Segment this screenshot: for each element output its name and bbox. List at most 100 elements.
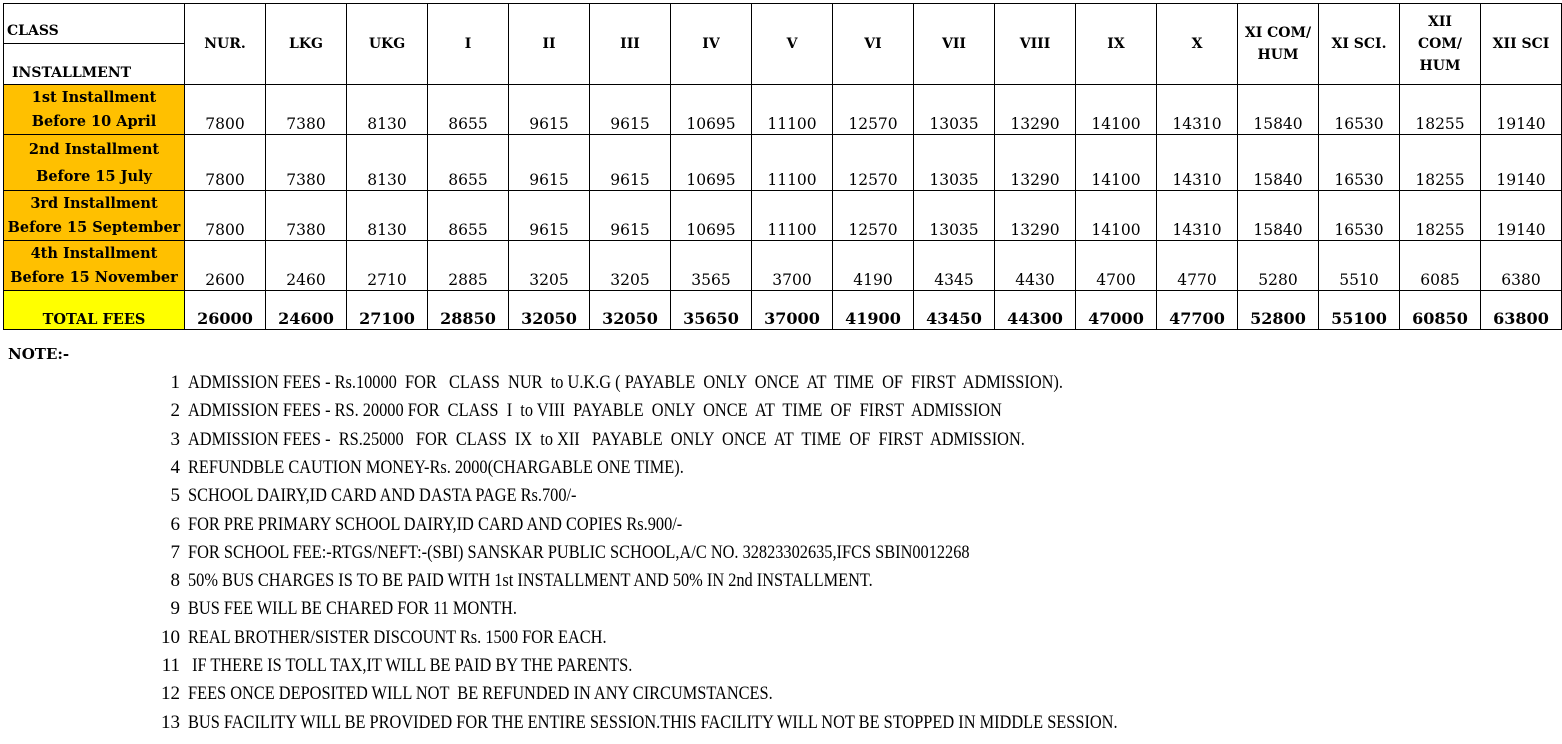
note-number: 11 bbox=[161, 655, 180, 676]
fee-cell: 16530 bbox=[1318, 134, 1400, 191]
installment-deadline: Before 15 July bbox=[36, 168, 152, 185]
total-fee-cell: 52800 bbox=[1237, 290, 1319, 330]
note-number: 7 bbox=[170, 541, 181, 563]
fee-cell: 12570 bbox=[832, 190, 914, 241]
column-header: VIII bbox=[994, 3, 1076, 85]
note-text: ADMISSION FEES - RS. 20000 FOR CLASS I t… bbox=[188, 400, 1002, 422]
fee-cell: 14310 bbox=[1156, 84, 1238, 135]
installment-row: 4th Installment Before 15 November 2600 246… bbox=[3, 240, 1562, 291]
fee-cell: 7800 bbox=[184, 84, 266, 135]
fee-cell: 12570 bbox=[832, 134, 914, 191]
fee-cell: 8130 bbox=[346, 190, 428, 241]
note-text: REFUNDBLE CAUTION MONEY-Rs. 2000(CHARGAB… bbox=[188, 456, 684, 478]
note-number: 2 bbox=[170, 400, 181, 422]
note-text: FEES ONCE DEPOSITED WILL NOT BE REFUNDED… bbox=[188, 683, 773, 705]
installment-label: INSTALLMENT bbox=[12, 65, 132, 81]
class-label: CLASS bbox=[7, 23, 59, 39]
fee-cell: 14310 bbox=[1156, 190, 1238, 241]
fee-cell: 15840 bbox=[1237, 134, 1319, 191]
fee-cell: 7380 bbox=[265, 84, 347, 135]
note-item: 9 BUS FEE WILL BE CHARED FOR 11 MONTH. bbox=[0, 598, 1500, 626]
fee-cell: 13290 bbox=[994, 134, 1076, 191]
fee-cell: 4190 bbox=[832, 240, 914, 291]
total-fee-cell: 26000 bbox=[184, 290, 266, 330]
fee-cell: 2885 bbox=[427, 240, 509, 291]
note-heading: NOTE:- bbox=[8, 345, 70, 363]
total-fee-cell: 41900 bbox=[832, 290, 914, 330]
fee-cell: 13035 bbox=[913, 84, 995, 135]
fee-cell: 18255 bbox=[1399, 134, 1481, 191]
note-item: 4 REFUNDBLE CAUTION MONEY-Rs. 2000(CHARGA… bbox=[0, 457, 1500, 485]
installment-label-cell: 1st Installment Before 10 April bbox=[3, 84, 185, 135]
column-header: UKG bbox=[346, 3, 428, 85]
fee-cell: 4700 bbox=[1075, 240, 1157, 291]
note-item: 3 ADMISSION FEES - RS.25000 FOR CLASS IX … bbox=[0, 429, 1500, 457]
note-item: 11 IF THERE IS TOLL TAX,IT WILL BE PAID … bbox=[0, 655, 1500, 683]
total-label: TOTAL FEES bbox=[3, 290, 185, 330]
column-header: I bbox=[427, 3, 509, 85]
installment-label-cell: 2nd Installment Before 15 July bbox=[3, 134, 185, 191]
note-item: 13 BUS FACILITY WILL BE PROVIDED FOR THE … bbox=[0, 712, 1500, 740]
fee-cell: 14100 bbox=[1075, 134, 1157, 191]
fee-cell: 11100 bbox=[751, 190, 833, 241]
fee-cell: 4770 bbox=[1156, 240, 1238, 291]
column-header: IX bbox=[1075, 3, 1157, 85]
fee-cell: 4345 bbox=[913, 240, 995, 291]
column-header: NUR. bbox=[184, 3, 266, 85]
note-number: 12 bbox=[161, 683, 180, 705]
column-header: V bbox=[751, 3, 833, 85]
fee-cell: 8655 bbox=[427, 84, 509, 135]
fee-cell: 15840 bbox=[1237, 84, 1319, 135]
fee-cell: 10695 bbox=[670, 190, 752, 241]
note-item: 10 REAL BROTHER/SISTER DISCOUNT Rs. 1500 … bbox=[0, 627, 1500, 655]
fee-cell: 7800 bbox=[184, 190, 266, 241]
note-number: 3 bbox=[170, 428, 181, 450]
fee-cell: 9615 bbox=[508, 134, 590, 191]
installment-name: 4th Installment bbox=[30, 245, 158, 262]
fee-cell: 19140 bbox=[1480, 84, 1562, 135]
fee-cell: 5280 bbox=[1237, 240, 1319, 291]
fee-cell: 2460 bbox=[265, 240, 347, 291]
fee-cell: 7380 bbox=[265, 190, 347, 241]
fee-cell: 6380 bbox=[1480, 240, 1562, 291]
installment-name: 1st Installment bbox=[31, 89, 157, 106]
installment-label-cell: 3rd Installment Before 15 September bbox=[3, 190, 185, 241]
column-header: IV bbox=[670, 3, 752, 85]
note-text: REAL BROTHER/SISTER DISCOUNT Rs. 1500 FO… bbox=[188, 626, 607, 648]
total-fee-cell: 32050 bbox=[589, 290, 671, 330]
column-header: X bbox=[1156, 3, 1238, 85]
note-number: 6 bbox=[170, 513, 181, 535]
fee-cell: 15840 bbox=[1237, 190, 1319, 241]
note-item: 7 FOR SCHOOL FEE:-RTGS/NEFT:-(SBI) SANSKA… bbox=[0, 542, 1500, 570]
fee-cell: 11100 bbox=[751, 134, 833, 191]
note-text: ADMISSION FEES - RS.25000 FOR CLASS IX t… bbox=[188, 428, 1025, 450]
total-fee-cell: 47700 bbox=[1156, 290, 1238, 330]
note-item: 6 FOR PRE PRIMARY SCHOOL DAIRY,ID CARD AN… bbox=[0, 514, 1500, 542]
installment-row: 3rd Installment Before 15 September 7800 73… bbox=[3, 190, 1562, 241]
note-item: 8 50% BUS CHARGES IS TO BE PAID WITH 1st … bbox=[0, 570, 1500, 598]
fee-cell: 18255 bbox=[1399, 84, 1481, 135]
fee-cell: 8130 bbox=[346, 134, 428, 191]
fee-cell: 9615 bbox=[589, 190, 671, 241]
note-text: IF THERE IS TOLL TAX,IT WILL BE PAID BY … bbox=[188, 655, 633, 676]
fee-table: CLASS INSTALLMENT NUR. LKG UKG I II III IV V VI V… bbox=[3, 3, 1562, 330]
fee-cell: 14100 bbox=[1075, 190, 1157, 241]
header-row: CLASS INSTALLMENT NUR. LKG UKG I II III IV V VI V… bbox=[3, 3, 1562, 85]
fee-cell: 10695 bbox=[670, 134, 752, 191]
corner-header: CLASS INSTALLMENT bbox=[3, 3, 185, 85]
fee-cell: 13035 bbox=[913, 134, 995, 191]
fee-cell: 10695 bbox=[670, 84, 752, 135]
fee-cell: 8655 bbox=[427, 134, 509, 191]
note-number: 4 bbox=[170, 456, 181, 478]
installment-row: 2nd Installment Before 15 July 7800 7380 813… bbox=[3, 134, 1562, 191]
fee-cell: 9615 bbox=[589, 134, 671, 191]
fee-cell: 14310 bbox=[1156, 134, 1238, 191]
fee-cell: 5510 bbox=[1318, 240, 1400, 291]
total-fee-cell: 47000 bbox=[1075, 290, 1157, 330]
fee-cell: 4430 bbox=[994, 240, 1076, 291]
fee-cell: 16530 bbox=[1318, 84, 1400, 135]
total-fee-cell: 28850 bbox=[427, 290, 509, 330]
note-item: 1 ADMISSION FEES - Rs.10000 FOR CLASS NUR… bbox=[0, 372, 1500, 400]
fee-cell: 6085 bbox=[1399, 240, 1481, 291]
fee-cell: 9615 bbox=[589, 84, 671, 135]
